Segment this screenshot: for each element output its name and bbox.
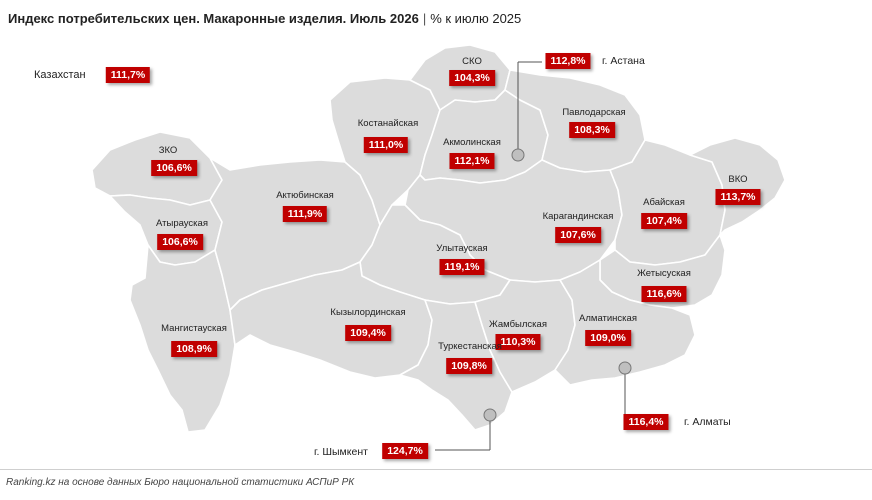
region-label-almaty-obl: Алматинская [579, 313, 637, 324]
national-value-badge: 111,7% [105, 67, 151, 83]
city-markers [435, 61, 632, 451]
region-value-almaty-obl: 109,0% [585, 330, 631, 346]
region-label-aktobe: Актюбинская [276, 190, 334, 201]
region-value-ulytau: 119,1% [439, 259, 485, 275]
region-value-zhetysu: 116,6% [641, 286, 687, 302]
city-label-shymkent: г. Шымкент [314, 446, 368, 458]
almaty-marker[interactable] [618, 361, 632, 375]
region-value-kyzylorda: 109,4% [345, 325, 391, 341]
source-footer: Ranking.kz на основе данных Бюро национа… [6, 477, 355, 488]
region-label-zhetysu: Жетысуская [637, 268, 691, 279]
region-value-turkestan: 109,8% [446, 358, 492, 374]
region-value-abai: 107,4% [641, 213, 687, 229]
region-label-ulytau: Улытауская [436, 243, 488, 254]
region-label-akmola: Акмолинская [443, 137, 501, 148]
astana-marker[interactable] [511, 148, 525, 162]
region-mangystau[interactable] [129, 244, 236, 433]
chart-title: Индекс потребительских цен. Макаронные и… [8, 11, 521, 26]
region-value-pavlodar: 108,3% [569, 122, 615, 138]
city-label-astana: г. Астана [602, 55, 645, 67]
region-value-aktobe: 111,9% [282, 206, 328, 222]
region-label-vko: ВКО [728, 174, 748, 185]
region-label-sko: СКО [462, 56, 482, 67]
region-value-kostanay: 111,0% [363, 137, 409, 153]
region-value-sko: 104,3% [449, 70, 495, 86]
region-value-vko: 113,7% [715, 189, 761, 205]
region-value-akmola: 112,1% [449, 153, 495, 169]
region-value-zhambyl: 110,3% [495, 334, 541, 350]
region-label-abai: Абайская [643, 197, 685, 208]
region-value-atyrau: 106,6% [157, 234, 203, 250]
region-value-zko: 106,6% [151, 160, 197, 176]
region-label-kostanay: Костанайская [357, 118, 419, 129]
region-label-mangystau: Мангистауская [161, 323, 227, 334]
region-label-zko: ЗКО [158, 145, 178, 156]
region-label-turkestan: Туркестанская [438, 341, 502, 352]
shymkent-marker[interactable] [483, 408, 497, 422]
title-main: Индекс потребительских цен. Макаронные и… [8, 11, 419, 26]
region-value-karaganda: 107,6% [555, 227, 601, 243]
region-almaty-obl[interactable] [554, 259, 696, 386]
region-label-kyzylorda: Кызылординская [330, 307, 406, 318]
region-label-karaganda: Карагандинская [542, 211, 614, 222]
footer-divider [0, 469, 872, 470]
city-value-almaty: 116,4% [623, 414, 669, 430]
national-label: Казахстан [34, 69, 86, 81]
city-value-shymkent: 124,7% [382, 443, 428, 459]
title-separator: | [422, 11, 427, 26]
region-atyrau[interactable] [109, 194, 223, 266]
region-label-zhambyl: Жамбылская [489, 319, 547, 330]
city-label-almaty: г. Алматы [684, 416, 731, 428]
region-label-atyrau: Атырауская [156, 218, 208, 229]
region-value-mangystau: 108,9% [171, 341, 217, 357]
city-value-astana: 112,8% [545, 53, 591, 69]
title-subtitle: % к июлю 2025 [430, 11, 522, 26]
region-label-pavlodar: Павлодарская [562, 107, 626, 118]
